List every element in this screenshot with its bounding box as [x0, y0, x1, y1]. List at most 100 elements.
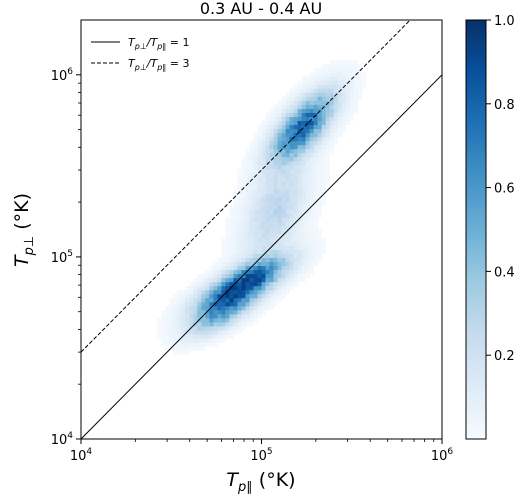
heatmap-cell — [189, 281, 194, 287]
heatmap-cell — [185, 338, 190, 343]
heatmap-cell — [317, 201, 322, 206]
heatmap-cell — [333, 80, 339, 85]
heatmap-cell — [349, 92, 355, 97]
heatmap-cell — [209, 330, 214, 335]
heatmap-cell — [261, 148, 266, 154]
heatmap-cell — [193, 281, 198, 287]
heatmap-cell — [177, 310, 182, 315]
heatmap-cell — [229, 249, 234, 254]
heatmap-cell — [285, 128, 290, 134]
heatmap-cell — [305, 152, 310, 158]
heatmap-cell — [181, 314, 186, 319]
heatmap-cell — [289, 112, 294, 117]
heatmap-cell — [321, 88, 326, 93]
heatmap-cell — [273, 237, 278, 242]
heatmap-cell — [293, 225, 298, 230]
heatmap-cell — [313, 148, 318, 154]
heatmap-cell — [297, 217, 302, 222]
heatmap-cell — [297, 165, 302, 170]
heatmap-cell — [349, 60, 355, 65]
heatmap-cell — [253, 165, 258, 170]
heatmap-cell — [361, 80, 367, 85]
heatmap-cell — [261, 269, 266, 275]
heatmap-cell — [221, 281, 226, 287]
heatmap-cell — [257, 310, 262, 315]
y-tick-label: 105 — [51, 249, 73, 266]
heatmap-cell — [321, 108, 326, 113]
heatmap-cell — [269, 108, 274, 113]
heatmap-cell — [257, 156, 262, 162]
heatmap-cell — [209, 338, 214, 343]
heatmap-cell — [237, 205, 242, 210]
heatmap-cell — [297, 185, 302, 190]
heatmap-cell — [321, 148, 326, 154]
heatmap-cell — [181, 326, 186, 331]
heatmap-cell — [249, 209, 254, 214]
heatmap-cell — [229, 302, 234, 307]
heatmap-cell — [241, 326, 246, 331]
heatmap-cell — [273, 229, 278, 234]
heatmap-cell — [265, 116, 270, 122]
heatmap-cell — [297, 265, 302, 271]
heatmap-cell — [185, 285, 190, 291]
heatmap-cell — [269, 140, 274, 146]
heatmap-cell — [169, 297, 174, 303]
heatmap-cell — [225, 245, 230, 250]
heatmap-cell — [273, 257, 278, 263]
heatmap-cell — [169, 318, 174, 323]
heatmap-cell — [309, 253, 314, 258]
heatmap-cell — [173, 350, 178, 355]
heatmap-cell — [261, 229, 266, 234]
heatmap-cell — [221, 261, 226, 267]
heatmap-cell — [225, 217, 230, 222]
heatmap-cell — [309, 201, 314, 206]
heatmap-cell — [285, 152, 290, 158]
heatmap-cell — [325, 120, 330, 126]
heatmap-cell — [317, 197, 322, 202]
heatmap-cell — [277, 120, 282, 126]
heatmap-cell — [217, 338, 222, 343]
heatmap-cell — [297, 193, 302, 198]
heatmap-cell — [237, 306, 242, 311]
heatmap-cell — [277, 197, 282, 202]
heatmap-cell — [285, 281, 290, 287]
heatmap-cell — [273, 108, 278, 113]
heatmap-cell — [309, 161, 314, 166]
heatmap-cell — [241, 322, 246, 327]
heatmap-cell — [329, 64, 334, 69]
heatmap-cell — [209, 289, 214, 295]
heatmap-cell — [237, 213, 242, 218]
heatmap-cell — [249, 169, 254, 174]
heatmap-cell — [281, 100, 286, 105]
heatmap-cell — [229, 310, 234, 315]
heatmap-cell — [321, 64, 326, 69]
heatmap-cell — [221, 302, 226, 307]
heatmap-cell — [273, 293, 278, 299]
heatmap-cell — [313, 96, 318, 101]
heatmap-cell — [297, 112, 302, 117]
heatmap-cell — [321, 80, 326, 85]
heatmap-cell — [181, 334, 186, 339]
heatmap-cell — [309, 221, 314, 226]
heatmap-cell — [177, 350, 182, 355]
heatmap-cell — [273, 241, 278, 246]
heatmap-cell — [201, 289, 206, 295]
heatmap-cell — [305, 229, 310, 234]
heatmap-cell — [317, 84, 322, 89]
heatmap-cell — [341, 104, 347, 109]
heatmap-cell — [317, 144, 322, 150]
heatmap-cell — [261, 233, 266, 238]
heatmap-cell — [257, 205, 262, 210]
heatmap-cell — [241, 273, 246, 279]
heatmap-cell — [257, 314, 262, 319]
heatmap-cell — [237, 269, 242, 275]
heatmap-cell — [321, 92, 326, 97]
heatmap-cell — [301, 84, 306, 89]
heatmap-cell — [201, 306, 206, 311]
heatmap-cell — [265, 152, 270, 158]
heatmap-cell — [269, 165, 274, 170]
heatmap-cell — [273, 265, 278, 271]
heatmap-cell — [313, 72, 318, 77]
heatmap-cell — [221, 310, 226, 315]
heatmap-cell — [321, 165, 326, 170]
